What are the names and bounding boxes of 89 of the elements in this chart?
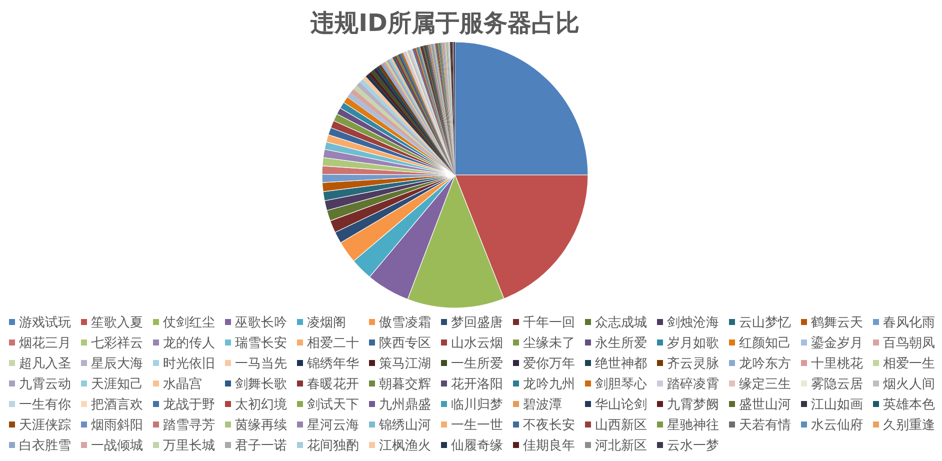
legend-label: 云水一梦 (667, 438, 719, 454)
legend-label: 水晶宫 (163, 376, 202, 392)
legend-label: 九州鼎盛 (379, 398, 431, 413)
legend-label: 百鸟朝凤 (883, 336, 935, 352)
legend-label: 剑试天下 (307, 398, 359, 413)
legend-label: 天涯侠踪 (19, 418, 71, 434)
legend-label: 尘缘未了 (523, 336, 575, 352)
legend-label: 七彩祥云 (91, 336, 143, 352)
legend-label: 笙歌入夏 (91, 316, 143, 331)
legend-label: 烟雨斜阳 (91, 418, 143, 434)
legend-label: 九霄云动 (19, 377, 71, 392)
legend-label: 天若有情 (739, 418, 791, 434)
legend-label: 相爱二十 (307, 336, 359, 352)
legend-label: 华山论剑 (595, 398, 647, 413)
legend-label: 春风化雨 (883, 316, 935, 331)
legend-label: 太初幻境 (235, 396, 287, 413)
legend-label: 星驰神往 (667, 418, 719, 434)
legend-label: 英雄本色 (883, 398, 935, 413)
chart-title: 违规ID所属于服务器占比 (310, 9, 580, 37)
legend-label: 踏雪寻芳 (163, 418, 215, 434)
legend-label: 雾隐云居 (811, 377, 863, 392)
legend-label: 超凡入圣 (19, 356, 71, 372)
legend-label: 万里长城 (163, 438, 215, 454)
legend-label: 鎏金岁月 (811, 335, 863, 352)
legend-label: 仙履奇缘 (451, 438, 503, 454)
legend-label: 龙吟东方 (739, 356, 791, 372)
legend-label: 红颜知己 (739, 336, 791, 352)
legend-label: 江枫渔火 (379, 438, 431, 454)
legend-label: 十里桃花 (811, 356, 863, 372)
legend-label: 朝暮交辉 (379, 376, 431, 392)
legend-label: 星辰大海 (91, 356, 143, 372)
legend-label: 绝世神都 (595, 356, 647, 372)
legend-label: 锦绣年华 (306, 356, 359, 372)
legend-label: 剑烛沧海 (667, 316, 719, 331)
legend-label: 河北新区 (595, 438, 647, 454)
legend-label: 剑舞长歌 (235, 377, 287, 392)
legend-label: 游戏试玩 (19, 316, 71, 331)
legend-label: 齐云灵脉 (667, 356, 719, 372)
legend-label: 仗剑红尘 (163, 316, 215, 331)
legend-label: 剑胆琴心 (595, 376, 647, 392)
legend-label: 鹤舞云天 (811, 316, 863, 331)
legend-label: 相爱一生 (883, 356, 935, 372)
legend-label: 龙的传人 (163, 336, 215, 352)
legend-label: 山水云烟 (451, 336, 503, 352)
legend-label: 星河云海 (307, 418, 359, 434)
legend-label: 永生所爱 (595, 335, 647, 352)
legend-label: 踏碎凌霄 (667, 377, 719, 392)
legend-label: 一生有你 (19, 398, 71, 413)
legend-label: 九霄梦阙 (667, 398, 719, 413)
legend-label: 龙战于野 (163, 398, 215, 413)
legend-label: 烟花三月 (19, 336, 71, 352)
legend-label: 天涯知己 (91, 377, 143, 392)
legend-label: 爱你万年 (523, 356, 575, 372)
legend-label: 茵缘再续 (235, 418, 287, 434)
legend-label: 策马江湖 (379, 356, 431, 372)
legend-label: 山西新区 (595, 418, 647, 434)
legend-label: 盛世山河 (739, 398, 791, 413)
legend-label: 缘定三生 (739, 377, 791, 392)
legend-label: 一生所爱 (451, 356, 503, 372)
legend-label: 瑞雪长安 (235, 335, 287, 352)
legend-label: 岁月如歌 (667, 336, 719, 352)
legend-label: 烟火人间 (883, 377, 935, 392)
legend-label: 碧波潭 (523, 398, 562, 413)
legend-label: 锦绣山河 (378, 418, 431, 434)
legend-label: 君子一诺 (235, 438, 287, 454)
legend-label: 把酒言欢 (91, 396, 143, 413)
legend-label: 花开洛阳 (451, 377, 503, 392)
legend-label: 一马当先 (235, 356, 287, 372)
legend-label: 春暖花开 (307, 377, 359, 392)
legend-label: 千年一回 (523, 316, 575, 331)
legend-label: 花间独酌 (307, 438, 359, 454)
legend-label: 不夜长安 (523, 417, 575, 434)
legend-label: 一战倾城 (91, 438, 143, 454)
legend-label: 云山梦忆 (739, 316, 791, 331)
legend-label: 水云仙府 (811, 417, 863, 434)
legend-label: 白衣胜雪 (19, 438, 71, 454)
legend-label: 久别重逢 (883, 418, 935, 434)
legend-label: 龙吟九州 (523, 377, 575, 392)
legend-label: 陕西专区 (379, 336, 431, 352)
legend-label: 时光依旧 (163, 356, 215, 372)
legend-label: 巫歌长吟 (235, 316, 287, 331)
legend-label: 临川归梦 (451, 398, 503, 413)
legend-label: 梦回盛唐 (451, 316, 503, 331)
legend-label: 佳期良年 (523, 438, 575, 454)
legend-label: 一生一世 (451, 418, 503, 434)
legend-label: 江山如画 (811, 398, 863, 413)
legend-label: 众志成城 (595, 316, 647, 331)
legend-label: 凌烟阁 (307, 316, 346, 331)
legend-label: 傲雪凌霜 (379, 316, 431, 331)
